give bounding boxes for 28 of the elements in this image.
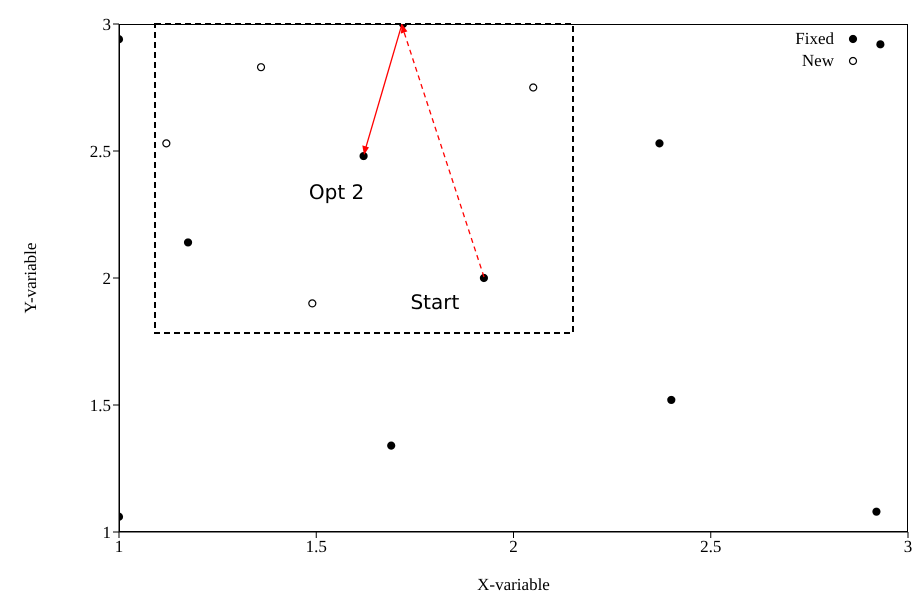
legend-label: New xyxy=(802,51,834,71)
y-tick-label: 1 xyxy=(102,523,111,542)
point xyxy=(359,152,368,160)
x-axis-title: X-variable xyxy=(477,575,550,594)
x-tick-label: 1 xyxy=(114,537,124,556)
y-tick-label: 2 xyxy=(102,269,111,288)
point xyxy=(184,238,192,247)
y-axis-title: Y-variable xyxy=(21,242,40,314)
point xyxy=(308,299,316,308)
x-tick-label: 2.5 xyxy=(700,537,722,556)
y-tick-label: 2.5 xyxy=(90,142,111,162)
annotation: Start xyxy=(410,290,460,314)
point xyxy=(387,442,396,450)
point xyxy=(655,139,664,148)
point xyxy=(162,139,170,148)
legend-label: Fixed xyxy=(795,29,834,49)
x-tick-label: 1.5 xyxy=(306,537,327,556)
y-tick-label: 3 xyxy=(102,15,111,34)
point xyxy=(480,274,488,282)
point xyxy=(256,63,266,72)
point xyxy=(529,83,538,92)
x-tick-label: 3 xyxy=(904,537,912,556)
annotation: Opt 2 xyxy=(308,180,364,204)
y-tick-label: 1.5 xyxy=(90,396,111,416)
point xyxy=(667,396,676,404)
point xyxy=(872,508,881,516)
x-tick-label: 2 xyxy=(509,537,518,556)
point xyxy=(876,40,884,48)
